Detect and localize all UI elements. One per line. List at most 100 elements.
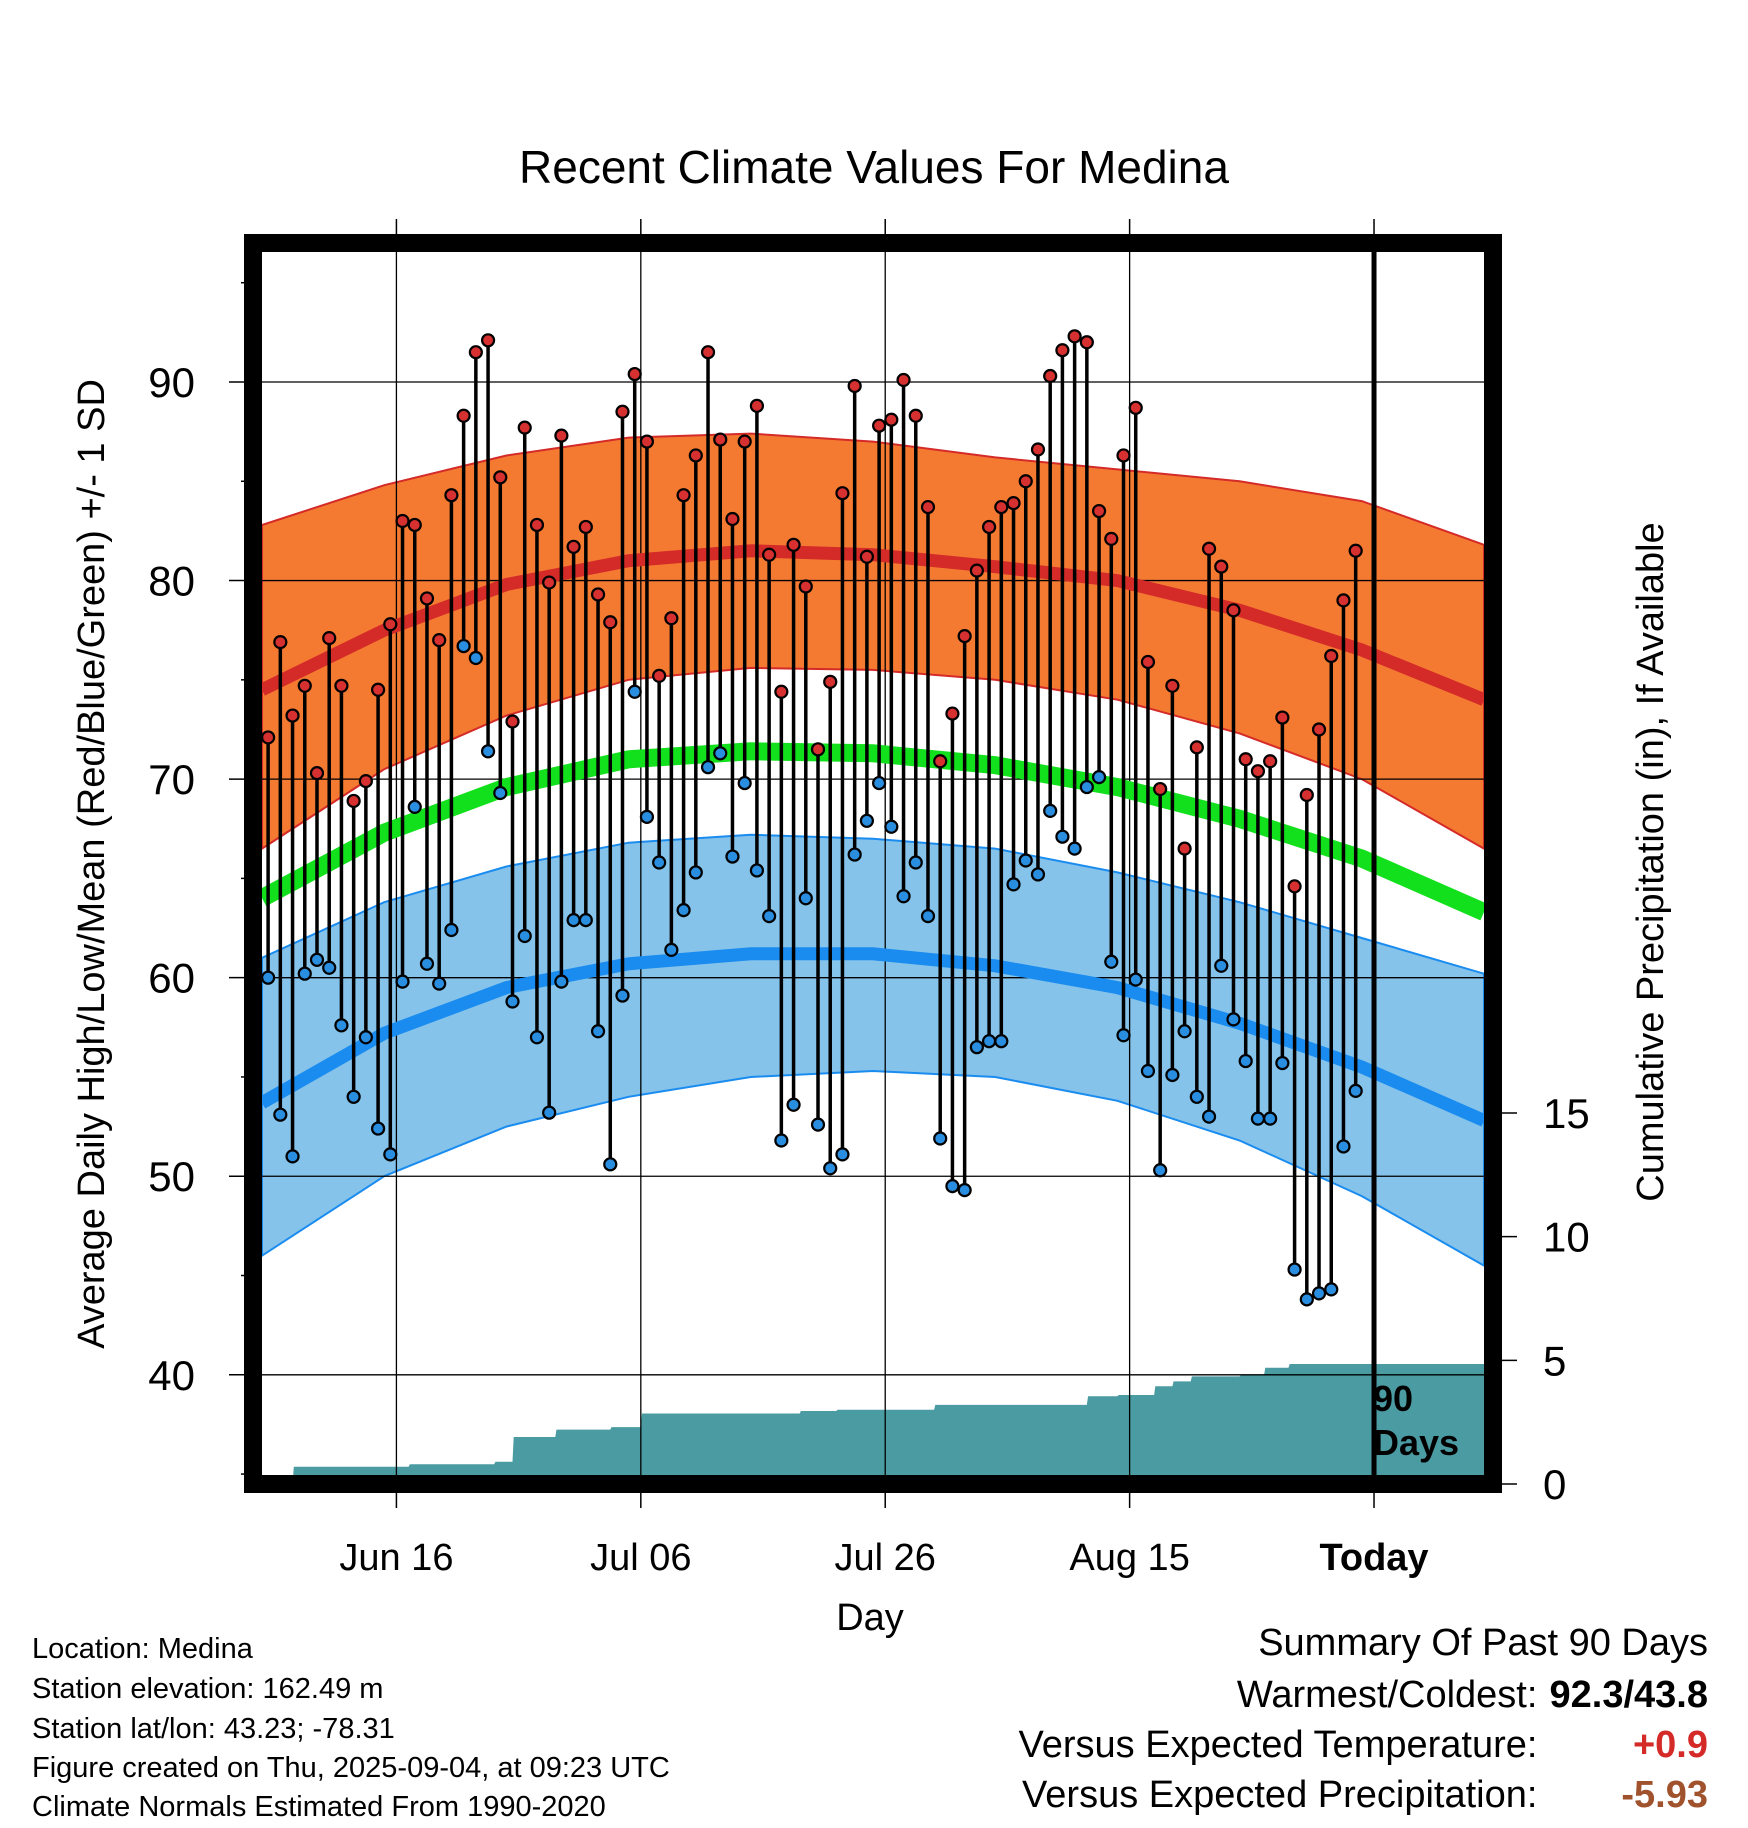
- daily-low-point: [835, 1147, 850, 1162]
- daily-high-point: [1030, 442, 1046, 457]
- daily-high-point: [346, 793, 361, 809]
- daily-high-point: [823, 674, 838, 689]
- daily-high-point: [1238, 752, 1253, 767]
- daily-high-point: [688, 448, 703, 463]
- precip-label: Versus Expected Precipitation:: [1022, 1774, 1538, 1816]
- daily-low-point: [969, 1040, 984, 1055]
- daily-high-point: [920, 499, 936, 515]
- daily-low-point: [456, 638, 471, 654]
- daily-high-point: [1201, 541, 1217, 556]
- daily-high-point: [1067, 329, 1082, 344]
- daily-high-point: [1140, 654, 1156, 670]
- latlon-text: Station lat/lon: 43.23; -78.31: [32, 1713, 395, 1745]
- y-tick-label: 70: [148, 756, 195, 803]
- y-tick-label: 50: [148, 1153, 195, 1200]
- daily-high-point: [1263, 754, 1278, 769]
- daily-high-point: [444, 488, 459, 503]
- y-tick-label: 60: [148, 955, 195, 1002]
- daily-high-point: [261, 730, 276, 745]
- daily-high-point: [554, 428, 569, 443]
- daily-high-point: [1055, 343, 1070, 358]
- daily-low-point: [480, 744, 496, 759]
- daily-high-point: [1311, 722, 1327, 737]
- daily-high-point: [505, 714, 520, 729]
- daily-low-point: [505, 994, 520, 1009]
- normals-text: Climate Normals Estimated From 1990-2020: [32, 1791, 606, 1823]
- daily-low-point: [407, 799, 422, 815]
- daily-high-point: [1250, 764, 1266, 779]
- daily-high-point: [810, 742, 826, 757]
- daily-low-point: [810, 1117, 826, 1132]
- y-tick-label: 80: [148, 558, 195, 605]
- daily-high-point: [542, 575, 557, 590]
- daily-low-point: [884, 819, 899, 834]
- daily-high-point: [285, 708, 300, 723]
- daily-high-point: [1189, 740, 1204, 755]
- daily-low-point: [590, 1024, 606, 1039]
- mean-normal-line: [257, 742, 1488, 921]
- daily-high-point: [1104, 531, 1119, 546]
- daily-low-point: [529, 1030, 545, 1045]
- daily-low-point: [762, 909, 777, 924]
- daily-high-point: [334, 678, 349, 693]
- daily-low-point: [615, 988, 630, 1003]
- daily-low-point: [1043, 803, 1058, 818]
- daily-high-point: [1177, 841, 1192, 856]
- daily-low-point: [273, 1107, 288, 1122]
- daily-low-point: [432, 976, 447, 991]
- x-tick-label: Jul 26: [835, 1537, 936, 1579]
- y2-tick-label: 10: [1543, 1214, 1590, 1261]
- location-text: Location: Medina: [32, 1633, 253, 1665]
- daily-low-point: [933, 1131, 948, 1146]
- daily-low-point: [444, 922, 459, 938]
- warmest-value: 92.3/43.8: [1549, 1674, 1708, 1716]
- daily-low-point: [1299, 1292, 1314, 1307]
- daily-high-point: [762, 547, 777, 562]
- daily-high-point: [590, 587, 606, 602]
- daily-high-point: [847, 378, 862, 394]
- daily-high-point: [383, 617, 398, 632]
- daily-low-point: [1238, 1053, 1253, 1069]
- daily-high-point: [273, 635, 288, 650]
- daily-low-point: [713, 746, 728, 761]
- daily-high-point: [835, 486, 850, 501]
- daily-low-point: [1348, 1083, 1363, 1098]
- precip-area: [262, 1364, 1484, 1484]
- daily-high-point: [676, 488, 691, 503]
- summary-heading: Summary Of Past 90 Days: [1258, 1622, 1708, 1664]
- warmest-label: Warmest/Coldest:: [1236, 1674, 1538, 1716]
- y-tick-label: 40: [148, 1352, 195, 1399]
- daily-low-point: [994, 1034, 1009, 1049]
- daily-low-point: [261, 970, 276, 985]
- daily-high-point: [468, 345, 483, 360]
- daily-low-point: [1263, 1111, 1278, 1126]
- daily-high-point: [493, 470, 508, 485]
- daily-high-point: [774, 684, 789, 699]
- y-tick-label: 90: [148, 359, 195, 406]
- daily-low-point: [688, 865, 703, 880]
- daily-low-point: [725, 849, 740, 864]
- daily-high-point: [1018, 474, 1033, 489]
- y2-tick-label: 5: [1543, 1337, 1566, 1384]
- daily-low-point: [395, 974, 410, 989]
- daily-low-point: [1079, 779, 1094, 795]
- daily-low-point: [358, 1030, 373, 1045]
- daily-low-point: [639, 809, 655, 824]
- daily-low-point: [1311, 1286, 1327, 1301]
- temp-value: +0.9: [1632, 1724, 1708, 1766]
- daily-low-point: [1140, 1063, 1156, 1079]
- daily-high-point: [297, 678, 312, 693]
- daily-high-point: [969, 563, 984, 578]
- daily-high-point: [957, 629, 972, 644]
- daily-high-point: [1336, 593, 1351, 608]
- daily-high-point: [1287, 879, 1302, 894]
- period-label-number: 90: [1373, 1378, 1413, 1419]
- daily-low-point: [1006, 877, 1021, 892]
- daily-low-point: [1336, 1139, 1351, 1154]
- daily-high-point: [1226, 603, 1241, 618]
- daily-high-point: [859, 549, 874, 564]
- daily-high-point: [529, 517, 545, 533]
- daily-low-point: [981, 1034, 997, 1049]
- daily-low-point: [1104, 954, 1119, 969]
